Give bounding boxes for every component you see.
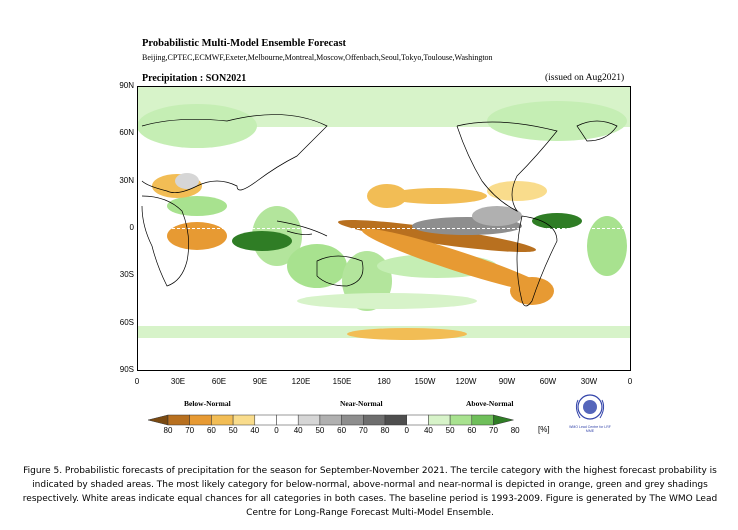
colorbar-tick-label: 0	[404, 426, 409, 435]
colorbar-segment	[471, 414, 494, 426]
colorbar-segment	[449, 414, 473, 426]
near-normal-areas	[175, 173, 522, 235]
lon-label: 90E	[252, 377, 268, 386]
logo-text: WMO Lead Centre for LRF MME	[569, 425, 611, 433]
colorbar-segment	[276, 414, 299, 426]
coastlines	[141, 114, 618, 307]
colorbar-segment	[363, 414, 386, 426]
lat-label: 90S	[119, 365, 134, 374]
lon-label: 150E	[332, 377, 352, 386]
colorbar	[148, 414, 514, 426]
figure-caption: Figure 5. Probabilistic forecasts of pre…	[22, 466, 718, 518]
colorbar-tick-label: 40	[293, 426, 303, 435]
wmo-logo	[575, 394, 605, 420]
colorbar-segment	[189, 414, 212, 426]
colorbar-segment	[341, 414, 364, 426]
colorbar-segment	[428, 414, 451, 426]
lon-label: 120W	[455, 377, 477, 386]
colorbar-arrow-above	[493, 414, 514, 426]
lon-label: 90W	[498, 377, 516, 386]
colorbar-tick-label: 50	[228, 426, 238, 435]
colorbar-tick-label: 70	[489, 426, 498, 435]
lon-label: 0	[134, 377, 140, 386]
legend-below-normal: Below-Normal	[184, 399, 231, 408]
colorbar-tick-label: 40	[250, 426, 260, 435]
colorbar-tick-label: 70	[358, 426, 368, 435]
colorbar-segment	[232, 414, 256, 426]
colorbar-segment	[406, 414, 429, 426]
lon-label: 30E	[170, 377, 186, 386]
lon-label: 30W	[580, 377, 598, 386]
lon-label: 0	[627, 377, 633, 386]
colorbar-segment	[319, 414, 342, 426]
variable-label: Precipitation : SON2021	[142, 73, 247, 84]
legend-above-normal: Above-Normal	[466, 399, 514, 408]
colorbar-segment	[384, 414, 407, 426]
colorbar-tick-label: 0	[274, 426, 279, 435]
legend-near-normal: Near-Normal	[340, 399, 383, 408]
colorbar-segment	[167, 414, 190, 426]
issued-date: (issued on Aug2021)	[545, 73, 625, 83]
contributing-centres: Beijing,CPTEC,ECMWF,Exeter,Melbourne,Mon…	[142, 53, 493, 62]
colorbar-tick-label: 80	[510, 426, 520, 435]
colorbar-tick-label: 40	[423, 426, 433, 435]
colorbar-tick-label: 80	[163, 426, 173, 435]
lon-label: 120E	[291, 377, 311, 386]
forecast-map	[137, 86, 631, 371]
colorbar-tick-label: 50	[315, 426, 325, 435]
colorbar-segment	[211, 414, 234, 426]
colorbar-tick-label: 60	[467, 426, 477, 435]
colorbar-segment	[297, 414, 321, 426]
lat-label: 90N	[119, 81, 134, 90]
lon-label: 180	[377, 377, 391, 386]
colorbar-arrow-below	[148, 414, 169, 426]
lat-label: 60N	[119, 128, 134, 137]
figure-title: Probabilistic Multi-Model Ensemble Forec…	[142, 38, 347, 49]
lon-label: 150W	[414, 377, 436, 386]
colorbar-tick-label: 50	[445, 426, 455, 435]
lat-label: 60S	[119, 318, 134, 327]
colorbar-tick-label: 60	[337, 426, 347, 435]
below-normal-areas	[152, 174, 554, 340]
colorbar-tick-label: 60	[206, 426, 216, 435]
unit-label: [%]	[538, 425, 550, 434]
lat-label: 30N	[119, 176, 134, 185]
lat-label: 0	[129, 223, 134, 232]
lon-label: 60E	[211, 377, 227, 386]
lat-label: 30S	[119, 270, 134, 279]
colorbar-tick-label: 80	[380, 426, 390, 435]
colorbar-segment	[254, 414, 277, 426]
colorbar-tick-label: 70	[185, 426, 195, 435]
lon-label: 60W	[539, 377, 557, 386]
